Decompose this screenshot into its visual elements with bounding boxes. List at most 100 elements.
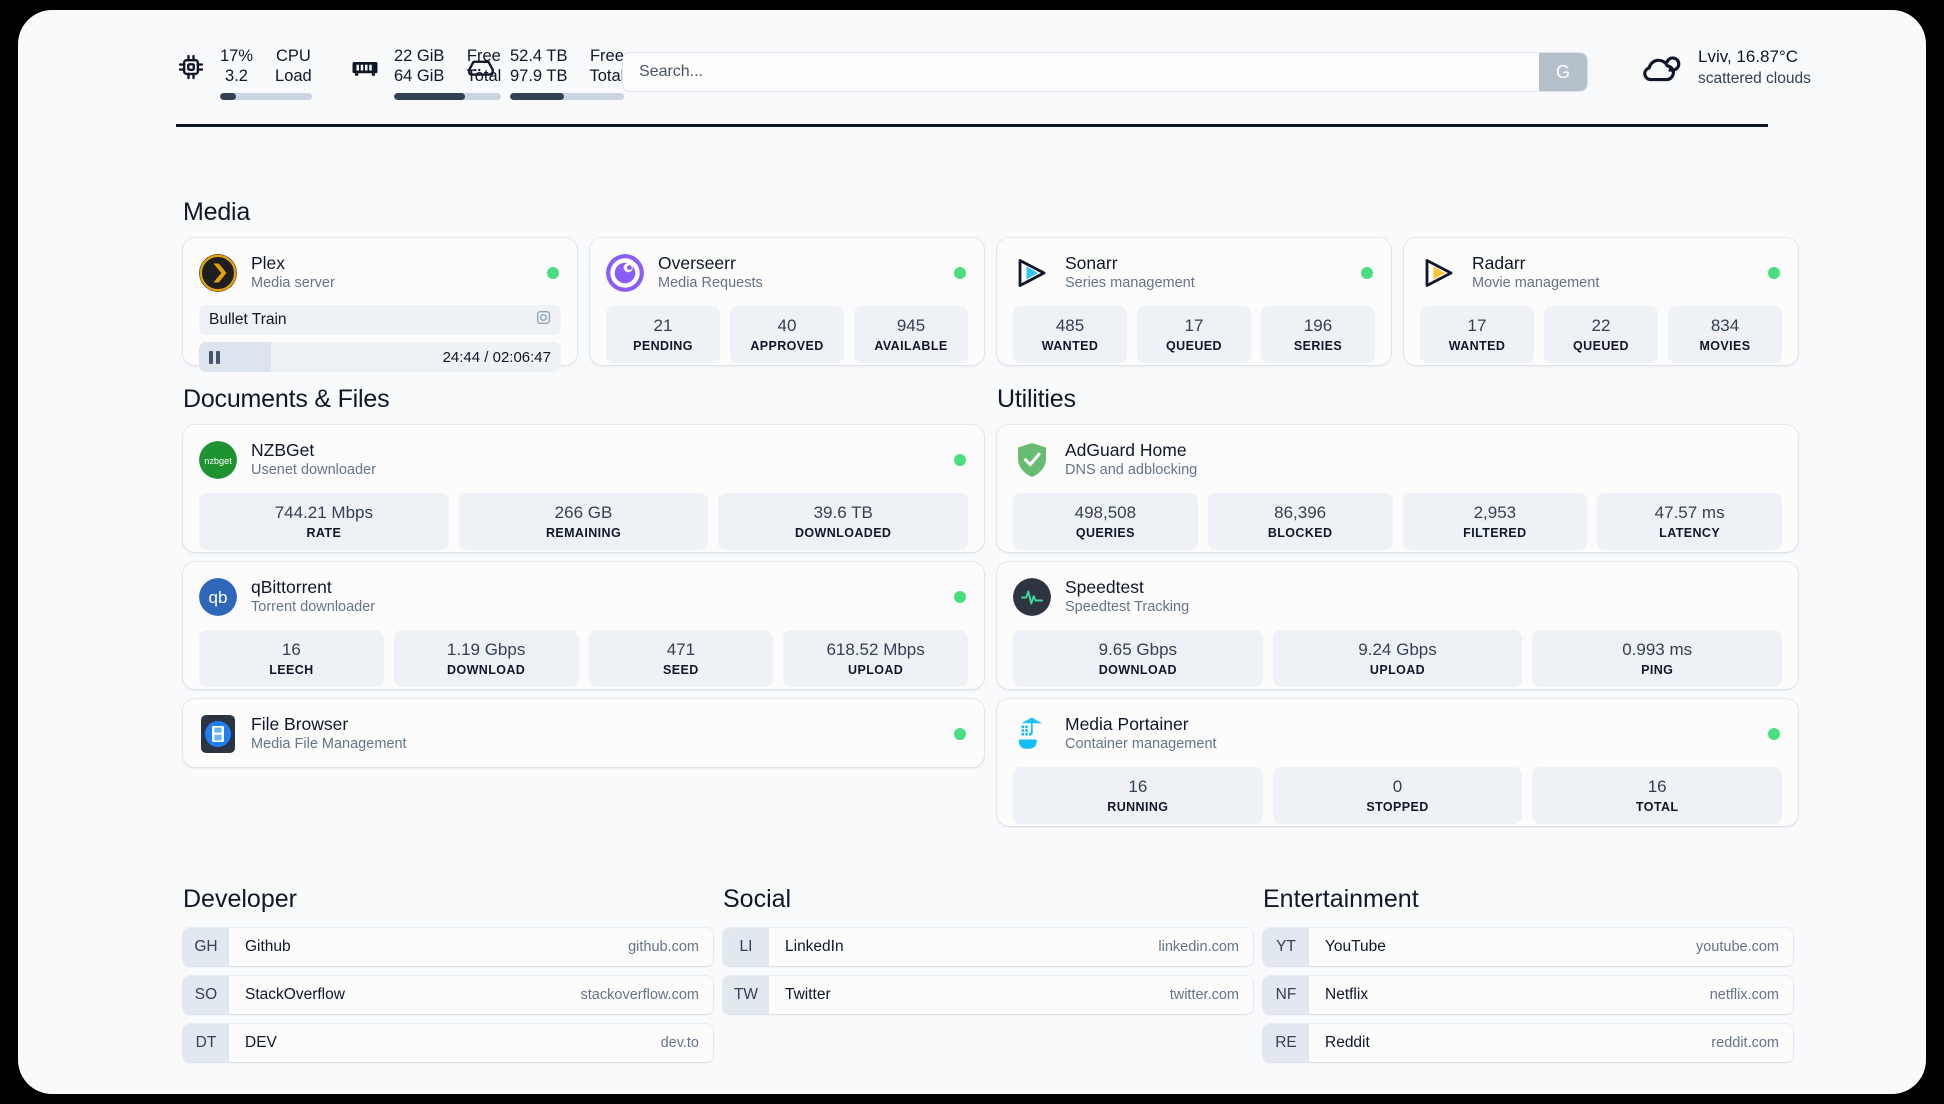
speedtest-desc: Speedtest Tracking bbox=[1065, 599, 1190, 615]
filebrowser-card[interactable]: File Browser Media File Management bbox=[183, 699, 984, 767]
radarr-movies-label: MOVIES bbox=[1699, 339, 1751, 353]
cpu-usage-col: 17% 3.2 bbox=[220, 46, 253, 86]
plex-now-playing-title-row: Bullet Train bbox=[199, 305, 561, 335]
adguard-card[interactable]: AdGuard Home DNS and adblocking 498,508 … bbox=[997, 425, 1798, 552]
search-engine-button[interactable]: G bbox=[1539, 53, 1587, 91]
adguard-latency-value: 47.57 ms bbox=[1654, 503, 1725, 522]
qbittorrent-leech-label: LEECH bbox=[269, 663, 314, 677]
documents-section-title-wrap: Documents & Files bbox=[183, 385, 390, 414]
disk-free-value: 52.4 TB bbox=[510, 47, 568, 65]
sonarr-series-label: SERIES bbox=[1293, 339, 1343, 353]
speedtest-stat-download: 9.65 Gbps DOWNLOAD bbox=[1013, 630, 1263, 687]
nzbget-stat-remaining: 266 GB REMAINING bbox=[458, 493, 709, 550]
cpu-load-label: Load bbox=[275, 67, 312, 85]
nzbget-downloaded-label: DOWNLOADED bbox=[795, 526, 892, 540]
plex-progress-bar[interactable]: 24:44 / 02:06:47 bbox=[199, 342, 561, 372]
qbittorrent-stat-download: 1.19 Gbps DOWNLOAD bbox=[393, 630, 579, 687]
radarr-movies-value: 834 bbox=[1710, 316, 1740, 335]
speedtest-download-label: DOWNLOAD bbox=[1098, 663, 1177, 677]
portainer-running-value: 16 bbox=[1128, 777, 1148, 796]
adguard-stats: 498,508 QUERIES 86,396 BLOCKED 2,953 FIL… bbox=[1013, 493, 1782, 550]
qbittorrent-upload-label: UPLOAD bbox=[848, 663, 904, 677]
search-input[interactable] bbox=[623, 53, 1539, 91]
adguard-stat-latency: 47.57 ms LATENCY bbox=[1597, 493, 1782, 550]
bookmark-group-title-social: Social bbox=[723, 885, 792, 913]
sonarr-wanted-value: 485 bbox=[1055, 316, 1085, 335]
plex-pause-icon[interactable] bbox=[209, 350, 220, 364]
qbittorrent-card[interactable]: qb qBittorrent Torrent downloader 16 LEE… bbox=[183, 562, 984, 689]
memory-total-value: 64 GiB bbox=[394, 67, 445, 85]
bookmark-item-github[interactable]: GH Github github.com bbox=[183, 928, 713, 966]
weather-location-temp: Lviv, 16.87°C bbox=[1698, 47, 1799, 66]
scattered-clouds-icon bbox=[1640, 50, 1684, 86]
adguard-queries-value: 498,508 bbox=[1074, 503, 1137, 522]
portainer-desc: Container management bbox=[1065, 736, 1217, 752]
qbittorrent-seed-label: SEED bbox=[663, 663, 699, 677]
search-bar[interactable]: G bbox=[622, 52, 1588, 92]
plex-desc: Media server bbox=[251, 275, 335, 291]
nzbget-remaining-label: REMAINING bbox=[545, 526, 622, 540]
speedtest-name: Speedtest bbox=[1065, 577, 1144, 597]
filebrowser-desc: Media File Management bbox=[251, 736, 407, 752]
adguard-blocked-label: BLOCKED bbox=[1267, 526, 1333, 540]
sonarr-card[interactable]: Sonarr Series management 485 WANTED 17 Q… bbox=[997, 238, 1391, 365]
portainer-card[interactable]: Media Portainer Container management 16 … bbox=[997, 699, 1798, 826]
documents-section-title: Documents & Files bbox=[183, 385, 390, 413]
overseerr-card[interactable]: Overseerr Media Requests 21 PENDING 40 A… bbox=[590, 238, 984, 365]
cpu-load-value: 3.2 bbox=[225, 67, 248, 85]
adguard-name: AdGuard Home bbox=[1065, 440, 1187, 460]
bookmark-badge: SO bbox=[183, 976, 229, 1014]
bookmark-item-linkedin[interactable]: LI LinkedIn linkedin.com bbox=[723, 928, 1253, 966]
plex-card[interactable]: Plex Media server Bullet Train 24:44 / 0… bbox=[183, 238, 577, 372]
bookmark-name: LinkedIn bbox=[785, 938, 844, 955]
plex-card-header: Plex Media server bbox=[199, 252, 561, 293]
bookmark-item-stackoverflow[interactable]: SO StackOverflow stackoverflow.com bbox=[183, 976, 713, 1014]
adguard-stat-blocked: 86,396 BLOCKED bbox=[1207, 493, 1393, 550]
disk-values-col: 52.4 TB 97.9 TB bbox=[510, 46, 567, 86]
nzbget-card-header: nzbget NZBGet Usenet downloader bbox=[199, 439, 968, 480]
portainer-running-label: RUNNING bbox=[1107, 800, 1169, 814]
bookmark-item-youtube[interactable]: YT YouTube youtube.com bbox=[1263, 928, 1793, 966]
plex-icon bbox=[199, 253, 237, 292]
nzbget-stats: 744.21 Mbps RATE 266 GB REMAINING 39.6 T… bbox=[199, 493, 969, 550]
plex-cast-icon[interactable] bbox=[536, 310, 551, 330]
speedtest-card[interactable]: Speedtest Speedtest Tracking 9.65 Gbps D… bbox=[997, 562, 1798, 689]
overseerr-status-dot bbox=[954, 266, 966, 279]
nzbget-name: NZBGet bbox=[251, 440, 315, 460]
cpu-usage-bar bbox=[220, 93, 312, 100]
bookmark-item-twitter[interactable]: TW Twitter twitter.com bbox=[723, 976, 1253, 1014]
disk-stat-widget: 52.4 TB 97.9 TB Free Total bbox=[466, 46, 625, 100]
memory-usage-bar bbox=[394, 93, 502, 100]
overseerr-stat-pending: 21 PENDING bbox=[606, 306, 720, 363]
utilities-section-title: Utilities bbox=[997, 385, 1076, 413]
bookmark-item-reddit[interactable]: RE Reddit reddit.com bbox=[1263, 1024, 1793, 1062]
nzbget-card[interactable]: nzbget NZBGet Usenet downloader 744.21 M… bbox=[183, 425, 984, 552]
nzbget-icon: nzbget bbox=[199, 440, 237, 479]
disk-usage-bar bbox=[510, 93, 625, 100]
bookmark-name: Twitter bbox=[785, 986, 831, 1003]
bookmark-item-netflix[interactable]: NF Netflix netflix.com bbox=[1263, 976, 1793, 1014]
radarr-desc: Movie management bbox=[1472, 275, 1600, 291]
adguard-stat-filtered: 2,953 FILTERED bbox=[1402, 493, 1588, 550]
radarr-wanted-label: WANTED bbox=[1448, 339, 1506, 353]
cpu-usage-percent: 17% bbox=[220, 47, 254, 65]
qbittorrent-stat-leech: 16 LEECH bbox=[199, 630, 384, 687]
adguard-blocked-value: 86,396 bbox=[1274, 503, 1327, 522]
disk-labels-col: Free Total bbox=[589, 46, 624, 86]
hard-drive-icon bbox=[466, 52, 496, 82]
portainer-card-header: Media Portainer Container management bbox=[1013, 713, 1782, 754]
adguard-shield-icon bbox=[1013, 441, 1051, 479]
bookmark-item-dev[interactable]: DT DEV dev.to bbox=[183, 1024, 713, 1062]
bookmark-group-social: Social LI LinkedIn linkedin.com TW Twitt… bbox=[723, 885, 1253, 1024]
nzbget-stat-downloaded: 39.6 TB DOWNLOADED bbox=[718, 493, 969, 550]
nzbget-rate-value: 744.21 Mbps bbox=[274, 503, 373, 522]
header-divider bbox=[176, 124, 1768, 127]
adguard-latency-label: LATENCY bbox=[1659, 526, 1721, 540]
bookmark-group-title-entertainment: Entertainment bbox=[1263, 885, 1419, 913]
radarr-card[interactable]: Radarr Movie management 17 WANTED 22 QUE… bbox=[1404, 238, 1798, 365]
portainer-icon bbox=[1013, 715, 1051, 753]
sonarr-stats: 485 WANTED 17 QUEUED 196 SERIES bbox=[1013, 306, 1375, 363]
adguard-queries-label: QUERIES bbox=[1075, 526, 1135, 540]
plex-status-dot bbox=[547, 266, 559, 279]
qbittorrent-card-header: qb qBittorrent Torrent downloader bbox=[199, 576, 968, 617]
